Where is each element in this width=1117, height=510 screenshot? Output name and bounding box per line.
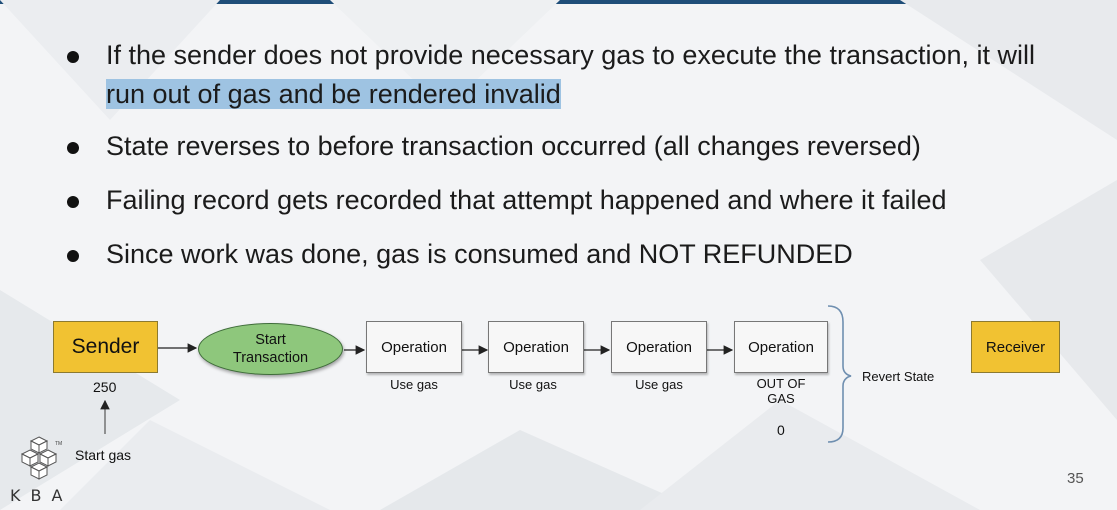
operation-box-2: Operation bbox=[488, 321, 584, 373]
bullet-dot-icon bbox=[67, 250, 79, 262]
operation-note-3: Use gas bbox=[635, 377, 683, 392]
bullet-item: Since work was done, gas is consumed and… bbox=[64, 235, 1074, 274]
slide-number: 35 bbox=[1067, 470, 1084, 487]
top-accent-bar bbox=[0, 0, 1117, 4]
operation-note-2: Use gas bbox=[509, 377, 557, 392]
start-gas-label: Start gas bbox=[75, 447, 132, 463]
bullet-dot-icon bbox=[67, 142, 79, 154]
bullet-dot-icon bbox=[67, 51, 79, 63]
operation-box-3: Operation bbox=[611, 321, 707, 373]
sender-box: Sender bbox=[53, 321, 158, 373]
logo-tm-mark: TM bbox=[55, 441, 62, 447]
bullet-text: State reverses to before transaction occ… bbox=[106, 131, 921, 161]
operation-box-4: Operation bbox=[734, 321, 828, 373]
out-of-gas-line1: OUT OF bbox=[756, 376, 806, 391]
operation-box-1: Operation bbox=[366, 321, 462, 373]
bullet-text: If the sender does not provide necessary… bbox=[106, 40, 1036, 70]
start-transaction-line1: Start bbox=[255, 332, 286, 348]
revert-state-brace bbox=[827, 305, 852, 443]
bullet-dot-icon bbox=[67, 196, 79, 208]
remaining-gas-value: 0 bbox=[777, 422, 785, 438]
logo-text: KBA bbox=[10, 486, 73, 505]
out-of-gas-note: OUT OF GAS bbox=[734, 376, 828, 406]
bullet-list: If the sender does not provide necessary… bbox=[64, 36, 1074, 274]
bullet-item: If the sender does not provide necessary… bbox=[64, 36, 1074, 114]
operation-note-1: Use gas bbox=[390, 377, 438, 392]
highlighted-text: run out of gas and be rendered invalid bbox=[106, 79, 561, 109]
receiver-box: Receiver bbox=[971, 321, 1060, 373]
sender-start-value: 250 bbox=[93, 379, 117, 395]
bullet-text: Failing record gets recorded that attemp… bbox=[106, 185, 947, 215]
bullet-text: Since work was done, gas is consumed and… bbox=[106, 239, 853, 269]
out-of-gas-line2: GAS bbox=[767, 391, 795, 406]
bullet-item: Failing record gets recorded that attemp… bbox=[64, 181, 1074, 220]
start-transaction-node: Start Transaction bbox=[198, 323, 343, 375]
revert-state-label: Revert State bbox=[862, 369, 935, 384]
start-transaction-line2: Transaction bbox=[232, 350, 309, 366]
bullet-item: State reverses to before transaction occ… bbox=[64, 127, 1074, 166]
kba-logo-icon: TM bbox=[20, 436, 62, 480]
